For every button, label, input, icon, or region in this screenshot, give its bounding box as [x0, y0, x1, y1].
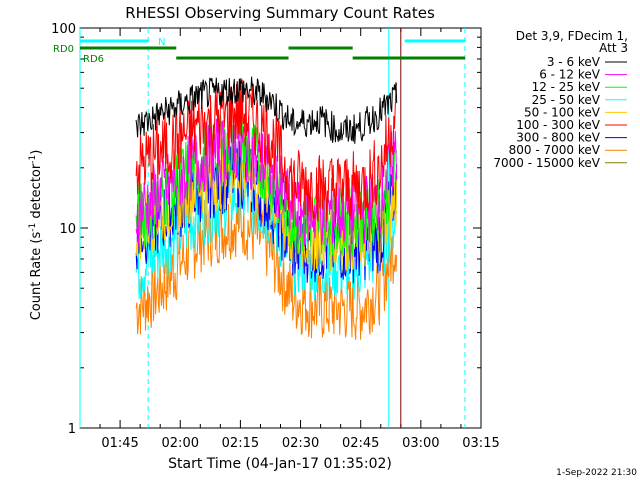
x-tick-label: 02:15: [222, 436, 259, 451]
legend-label: 6 - 12 keV: [539, 68, 601, 82]
legend-label: 7000 - 15000 keV: [493, 156, 600, 170]
chart-title: RHESSI Observing Summary Count Rates: [125, 4, 435, 22]
y-axis-label: Count Rate (s-1 detector-1): [28, 150, 44, 321]
legend-label: 800 - 7000 keV: [509, 143, 601, 157]
legend-label: 12 - 25 keV: [532, 80, 601, 94]
legend-label: 3 - 6 keV: [547, 55, 601, 69]
x-tick-label: 02:00: [162, 436, 199, 451]
legend-label: 50 - 100 keV: [524, 105, 601, 119]
series-line-0: [135, 76, 398, 144]
y-tick-label: 100: [51, 22, 76, 37]
legend-label: 300 - 800 keV: [516, 131, 600, 145]
legend-header-2: Att 3: [599, 41, 628, 55]
x-tick-label: 02:45: [342, 436, 379, 451]
legend-label: 25 - 50 keV: [532, 93, 601, 107]
y-tick-label: 10: [59, 222, 76, 237]
x-tick-label: 02:30: [282, 436, 319, 451]
x-tick-label: 01:45: [101, 436, 138, 451]
x-axis-label: Start Time (04-Jan-17 01:35:02): [168, 456, 392, 472]
y-tick-label: 1: [68, 422, 76, 437]
series-line-1: [135, 111, 398, 247]
flag-label-rd6: RD6: [83, 54, 104, 65]
x-tick-label: 03:15: [462, 436, 499, 451]
legend-header-1: Det 3,9, FDecim 1,: [516, 29, 628, 43]
plot-area: 1 10 100 01:45 02:00 02:15 02:30 02:45 03:00 03:1…: [51, 22, 500, 451]
flag-label-n: N: [158, 37, 165, 48]
legend-label: 100 - 300 keV: [516, 118, 600, 132]
flag-label-rd0: RD0: [53, 44, 74, 55]
x-tick-label: 03:00: [402, 436, 439, 451]
footer-timestamp: 1-Sep-2022 21:30: [556, 468, 637, 478]
